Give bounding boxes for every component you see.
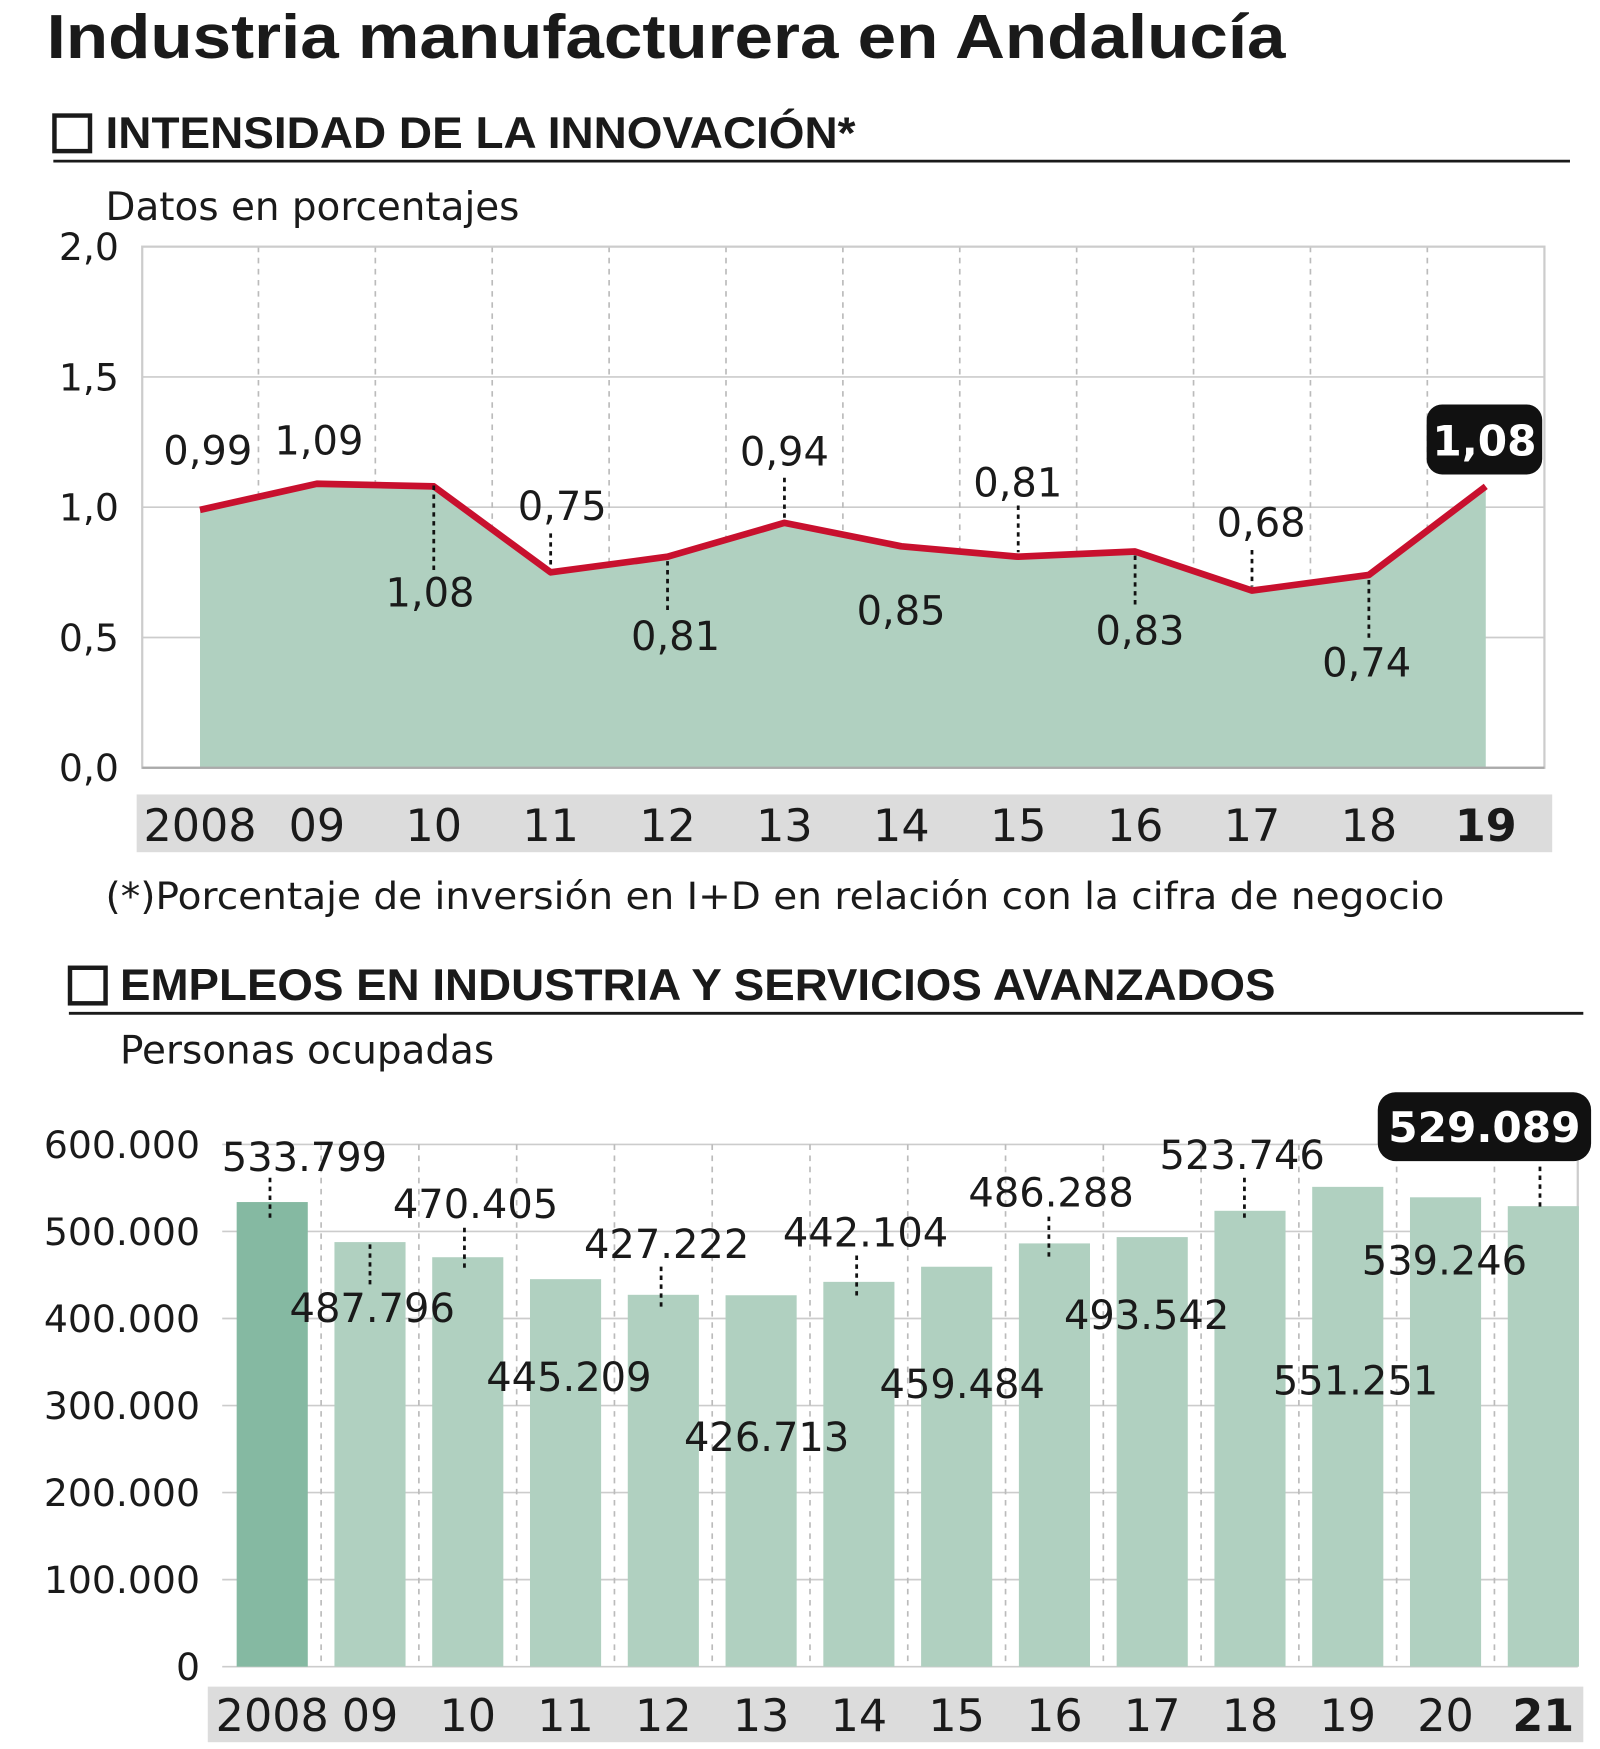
x-tick-label: 10: [439, 1691, 496, 1742]
data-label: 426.713: [684, 1415, 849, 1461]
y-tick-label: 400.000: [44, 1297, 200, 1341]
x-tick-label: 11: [537, 1691, 594, 1742]
y-tick-label: 100.000: [44, 1558, 200, 1602]
x-tick-label: 16: [1026, 1691, 1083, 1742]
data-label: 486.288: [968, 1171, 1133, 1217]
x-tick-label: 09: [289, 801, 346, 852]
data-label: 493.542: [1064, 1293, 1229, 1339]
bar: [823, 1281, 895, 1667]
year-band-innovation: [136, 794, 1553, 853]
section-square-icon: [52, 113, 93, 154]
section-square-icon: [67, 965, 108, 1006]
series-line: [199, 480, 1488, 594]
y-tick-label: 1,5: [59, 355, 119, 399]
x-tick-label: 18: [1222, 1691, 1279, 1742]
data-label-highlight: 1,08: [1432, 417, 1536, 466]
y-tick-label: 0: [176, 1645, 200, 1689]
data-label: 445.209: [486, 1355, 651, 1401]
bar: [1312, 1186, 1384, 1667]
data-label: 551.251: [1273, 1358, 1438, 1404]
bar: [432, 1257, 504, 1667]
x-tick-label: 21: [1512, 1691, 1574, 1742]
y-tick-label: 200.000: [44, 1471, 200, 1515]
data-label: 427.222: [584, 1222, 749, 1268]
x-tick-label: 16: [1107, 801, 1164, 852]
x-tick-label: 2008: [216, 1691, 329, 1742]
main-title: Industria manufacturera en Andalucía: [47, 3, 1286, 72]
x-tick-label: 13: [756, 801, 813, 852]
bar: [1507, 1206, 1579, 1667]
x-tick-label: 17: [1124, 1691, 1181, 1742]
data-label: 0,74: [1322, 641, 1411, 687]
y-tick-label: 300.000: [44, 1384, 200, 1428]
x-tick-label: 2008: [143, 801, 256, 852]
bar: [1214, 1210, 1286, 1667]
section-title-innovation: INTENSIDAD DE LA INNOVACIÓN*: [106, 108, 857, 158]
x-tick-label: 18: [1341, 801, 1398, 852]
bar: [921, 1266, 993, 1667]
data-label: 0,81: [631, 614, 720, 660]
bar: [236, 1202, 308, 1667]
x-tick-label: 10: [405, 801, 462, 852]
data-label: 487.796: [290, 1286, 455, 1332]
value-badge: [1426, 404, 1543, 475]
y-tick-label: 500.000: [44, 1210, 200, 1254]
y-tick-label: 600.000: [44, 1123, 200, 1167]
bar: [334, 1242, 406, 1667]
data-label: 533.799: [222, 1135, 387, 1181]
subtitle-innovation: Datos en porcentajes: [106, 185, 520, 230]
x-tick-label: 12: [639, 801, 696, 852]
data-label: 1,09: [274, 418, 363, 464]
footnote: (*)Porcentaje de inversión en I+D en rel…: [106, 874, 1445, 918]
x-tick-label: 15: [928, 1691, 985, 1742]
data-label: 0,94: [740, 430, 829, 476]
data-label: 523.746: [1160, 1133, 1325, 1179]
value-badge: [1377, 1092, 1592, 1162]
data-label: 0,75: [518, 484, 607, 530]
data-label: 442.104: [783, 1211, 948, 1257]
data-label: 459.484: [880, 1362, 1045, 1408]
x-tick-label: 13: [733, 1691, 790, 1742]
x-tick-label: 12: [635, 1691, 692, 1742]
data-label: 1,08: [385, 571, 474, 617]
data-label: 0,99: [163, 428, 252, 474]
y-tick-label: 0,0: [59, 746, 119, 790]
y-tick-label: 2,0: [59, 225, 119, 269]
data-label: 0,85: [857, 588, 946, 634]
data-label: 0,83: [1095, 608, 1184, 654]
x-tick-label: 11: [522, 801, 579, 852]
x-tick-label: 14: [831, 1691, 888, 1742]
y-tick-label: 0,5: [59, 616, 119, 660]
bar: [1116, 1237, 1188, 1667]
y-tick-label: 1,0: [59, 486, 119, 530]
bar: [1018, 1243, 1090, 1667]
bar: [627, 1294, 699, 1667]
data-label: 0,81: [973, 461, 1062, 507]
bar: [725, 1295, 797, 1667]
x-tick-label: 19: [1455, 801, 1517, 852]
subtitle-employment: Personas ocupadas: [120, 1028, 494, 1073]
data-label: 470.405: [393, 1182, 558, 1228]
x-tick-label: 14: [873, 801, 930, 852]
data-label: 0,68: [1217, 501, 1306, 547]
data-label: 539.246: [1362, 1238, 1527, 1284]
x-tick-label: 09: [342, 1691, 399, 1742]
year-band-employment: [207, 1686, 1584, 1743]
bar: [1409, 1197, 1482, 1667]
x-tick-label: 19: [1319, 1691, 1376, 1742]
x-tick-label: 15: [990, 801, 1047, 852]
x-tick-label: 20: [1417, 1691, 1474, 1742]
section-title-employment: EMPLEOS EN INDUSTRIA Y SERVICIOS AVANZAD…: [120, 961, 1276, 1010]
bar: [529, 1279, 602, 1667]
data-label-highlight: 529.089: [1388, 1103, 1580, 1152]
x-tick-label: 17: [1224, 801, 1281, 852]
